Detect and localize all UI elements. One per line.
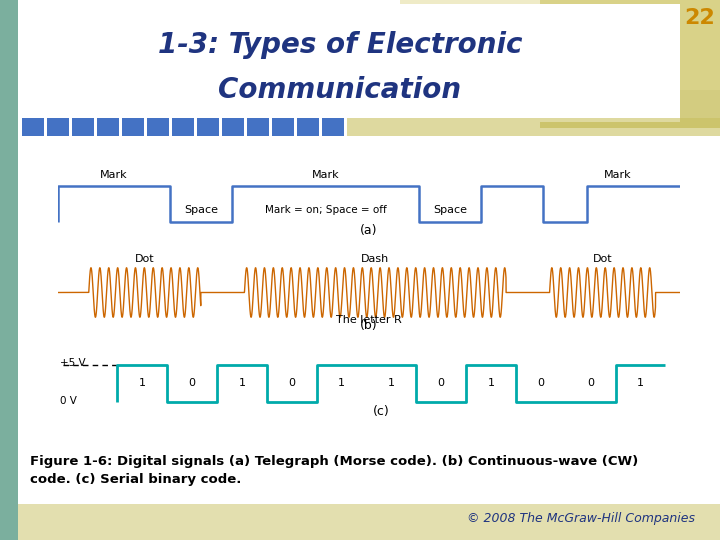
Text: 0: 0 xyxy=(588,378,594,388)
Text: 1-3: Types of Electronic: 1-3: Types of Electronic xyxy=(158,31,522,59)
Bar xyxy=(322,118,344,136)
Bar xyxy=(72,118,94,136)
Text: Space: Space xyxy=(433,205,467,215)
Text: Dot: Dot xyxy=(593,254,613,264)
Text: 0: 0 xyxy=(288,378,295,388)
Bar xyxy=(540,0,720,128)
Text: The letter R: The letter R xyxy=(336,315,402,325)
Text: (b): (b) xyxy=(360,319,378,332)
Text: © 2008 The McGraw-Hill Companies: © 2008 The McGraw-Hill Companies xyxy=(467,512,695,525)
Text: 0: 0 xyxy=(537,378,544,388)
Text: Mark: Mark xyxy=(604,170,632,180)
Text: 1: 1 xyxy=(139,378,146,388)
Bar xyxy=(197,118,219,136)
Text: Mark = on; Space = off: Mark = on; Space = off xyxy=(264,205,386,215)
Text: Communication: Communication xyxy=(218,76,462,104)
Bar xyxy=(147,118,169,136)
Bar xyxy=(297,118,319,136)
Bar xyxy=(18,136,702,504)
Text: Mark: Mark xyxy=(100,170,127,180)
Bar xyxy=(347,118,720,136)
Bar xyxy=(22,4,680,122)
Text: Space: Space xyxy=(184,205,218,215)
Bar xyxy=(47,118,69,136)
Text: 0: 0 xyxy=(189,378,196,388)
Bar xyxy=(222,118,244,136)
Text: Figure 1-6: Digital signals (a) Telegraph (Morse code). (b) Continuous-wave (CW): Figure 1-6: Digital signals (a) Telegrap… xyxy=(30,455,638,468)
Bar xyxy=(400,0,720,90)
Text: 1: 1 xyxy=(637,378,644,388)
Text: Dot: Dot xyxy=(135,254,155,264)
Bar xyxy=(272,118,294,136)
Text: 0 V: 0 V xyxy=(60,396,77,406)
Text: Dash: Dash xyxy=(361,254,390,264)
Text: code. (c) Serial binary code.: code. (c) Serial binary code. xyxy=(30,473,241,486)
Text: +5 V: +5 V xyxy=(60,357,86,368)
Bar xyxy=(172,118,194,136)
Text: (a): (a) xyxy=(360,224,378,237)
Bar xyxy=(247,118,269,136)
Text: 22: 22 xyxy=(685,8,716,28)
Bar xyxy=(0,0,18,540)
Bar xyxy=(22,118,44,136)
Text: 1: 1 xyxy=(388,378,395,388)
Bar xyxy=(97,118,119,136)
Bar xyxy=(122,118,144,136)
Text: 1: 1 xyxy=(487,378,495,388)
Text: (c): (c) xyxy=(373,406,390,419)
Text: 1: 1 xyxy=(238,378,246,388)
Text: 0: 0 xyxy=(438,378,445,388)
Text: 1: 1 xyxy=(338,378,345,388)
Text: Mark: Mark xyxy=(312,170,339,180)
Bar xyxy=(18,504,720,540)
Bar xyxy=(18,0,558,128)
